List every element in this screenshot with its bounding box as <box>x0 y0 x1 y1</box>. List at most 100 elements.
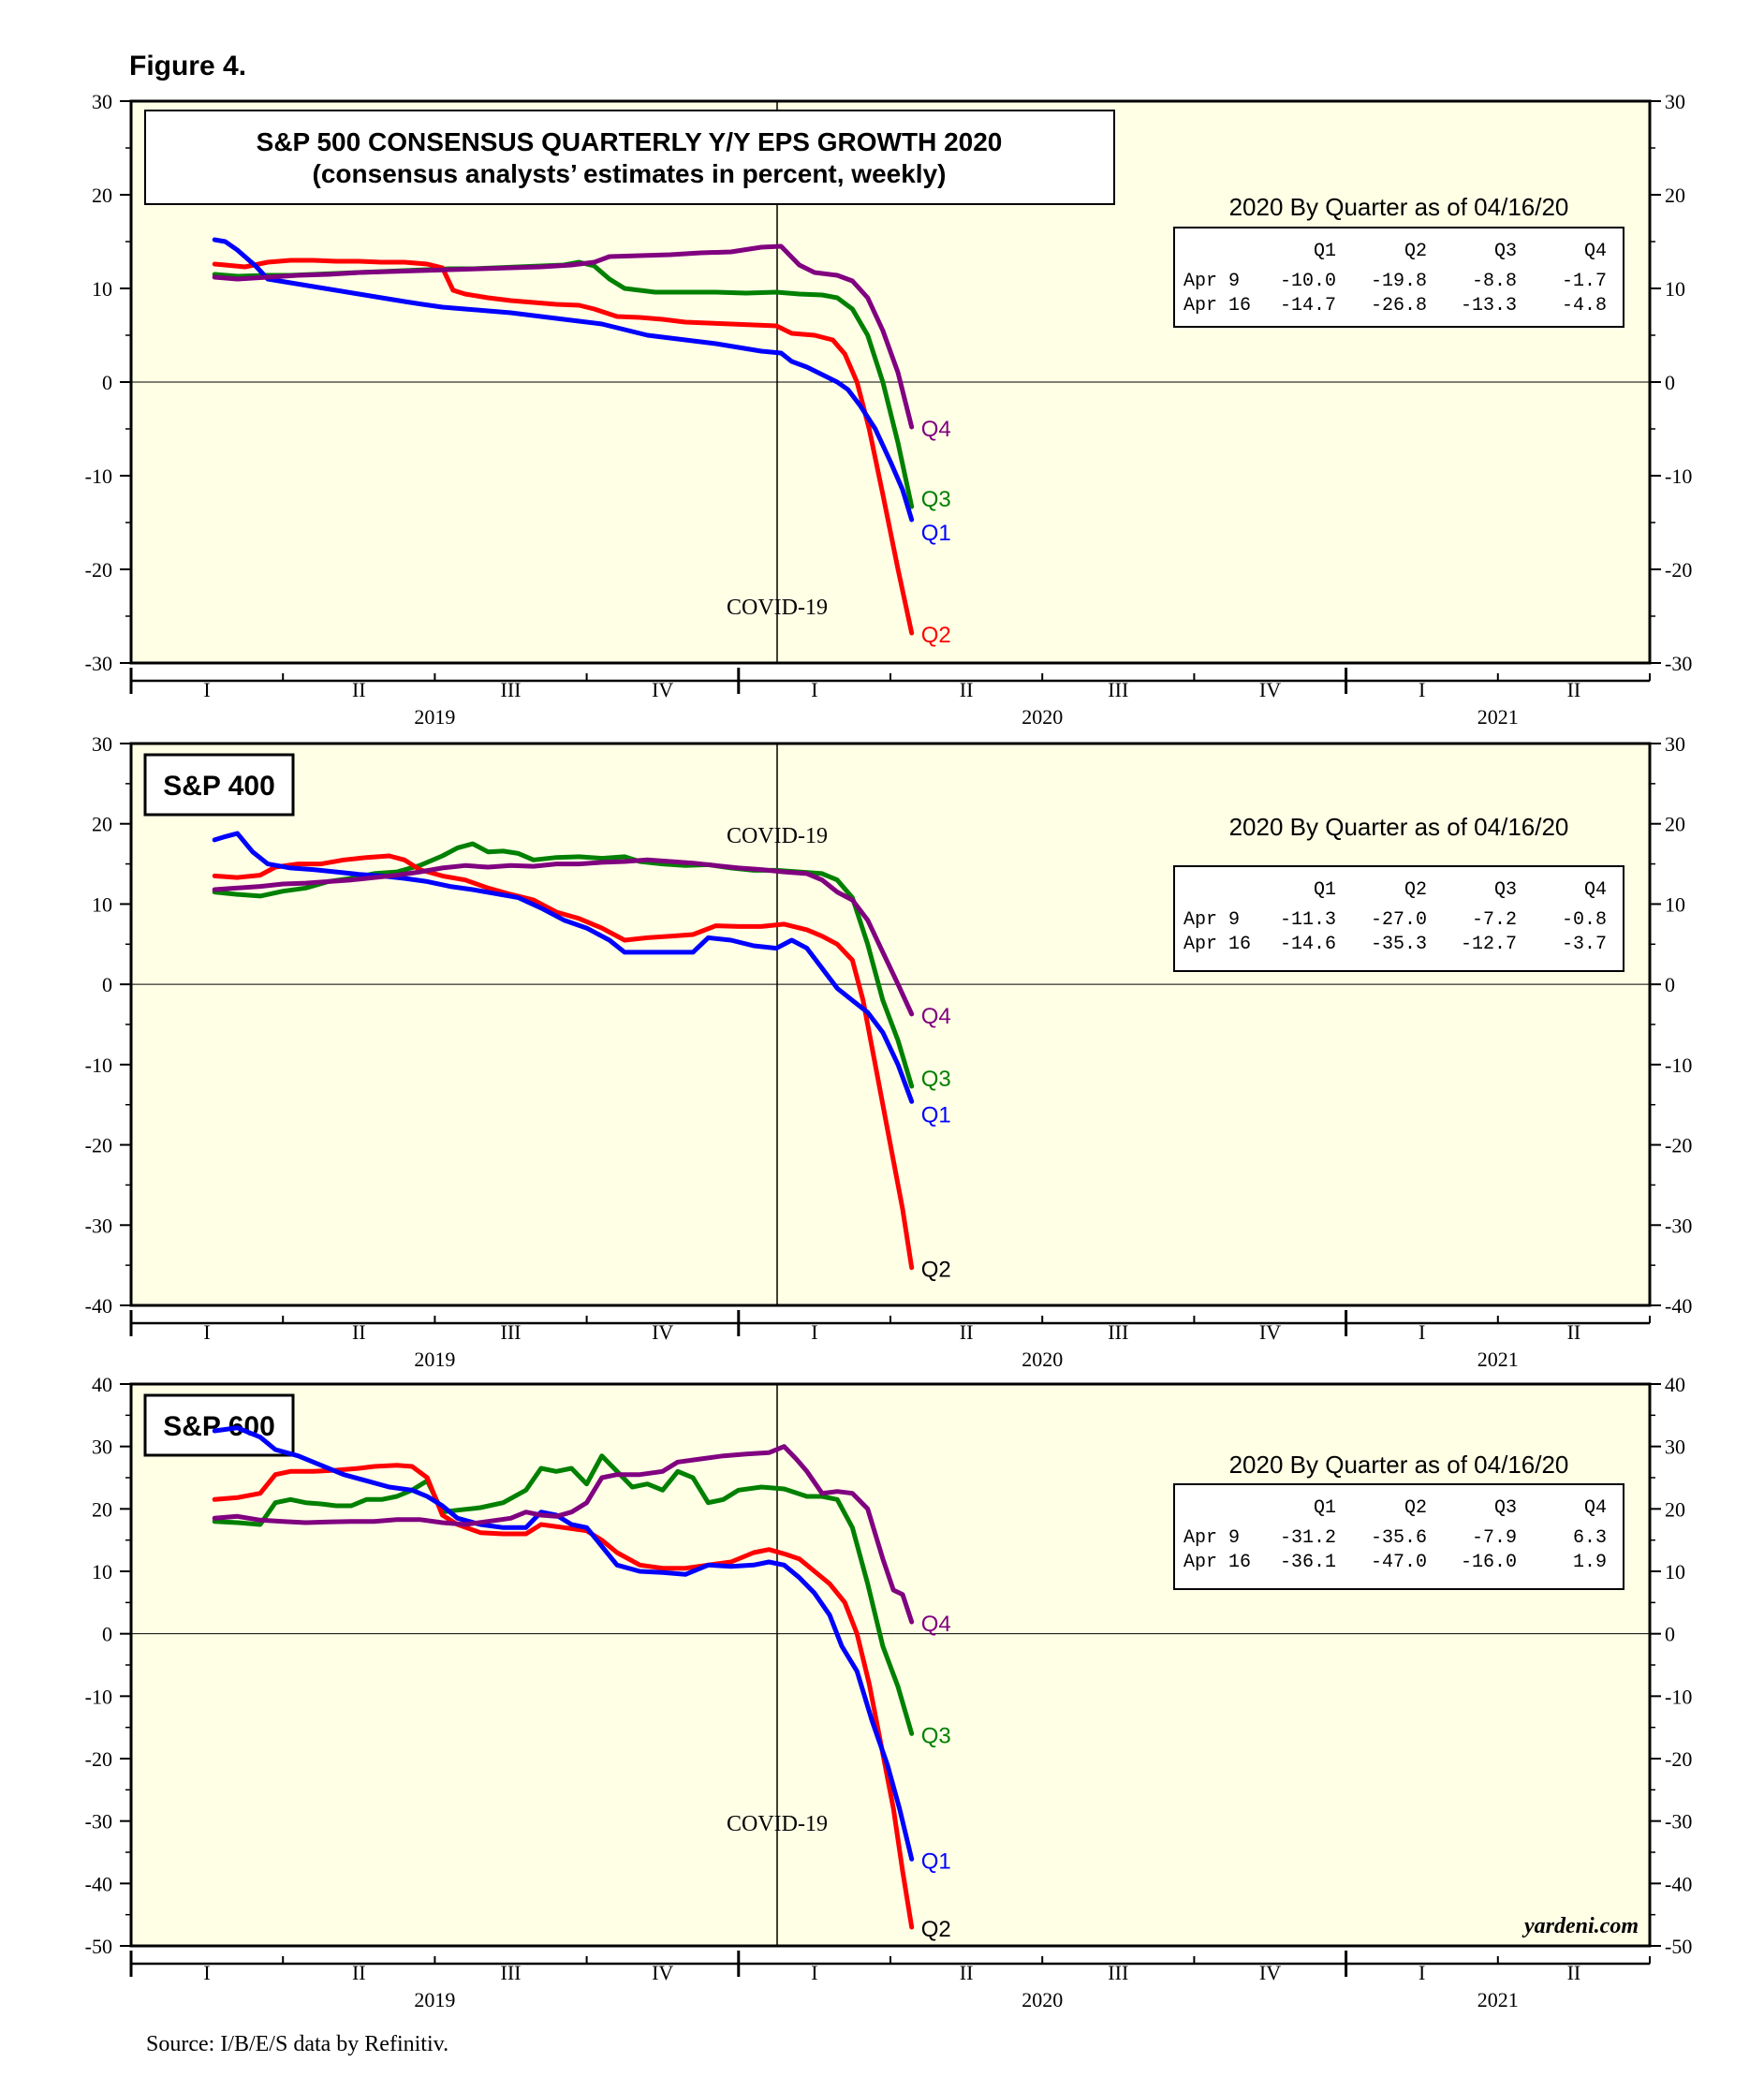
table-header-cell: Q2 <box>1404 241 1427 262</box>
y-tick-label-right: -30 <box>1665 1214 1692 1237</box>
table-cell: -1.7 <box>1562 271 1607 292</box>
table-header-cell: Q3 <box>1494 241 1517 262</box>
y-tick-label-left: 10 <box>92 892 112 916</box>
quarter-label: I <box>811 678 817 701</box>
quarter-label: III <box>1108 1961 1128 1984</box>
covid-annotation: COVID-19 <box>727 1812 828 1836</box>
y-tick-label-right: -30 <box>1665 652 1692 675</box>
y-tick-label-left: -10 <box>85 464 112 488</box>
y-tick-label-left: -10 <box>85 1685 112 1708</box>
series-end-label-q2: Q2 <box>921 623 951 648</box>
table-cell: -7.2 <box>1472 909 1517 931</box>
table-cell: -36.1 <box>1280 1552 1336 1573</box>
table-row-label: Apr 16 <box>1183 295 1251 317</box>
table-cell: -26.8 <box>1371 295 1427 317</box>
chart-subtitle: (consensus analysts’ estimates in percen… <box>313 159 947 188</box>
table-row-label: Apr 16 <box>1183 1552 1251 1573</box>
table-box <box>1173 865 1624 972</box>
y-tick-label-right: 20 <box>1665 1497 1685 1521</box>
table-cell: -3.7 <box>1562 934 1607 955</box>
quarter-label: III <box>501 1320 522 1344</box>
y-tick-label-left: -30 <box>85 652 112 675</box>
series-line-q4 <box>212 1444 915 1625</box>
series-line-q3 <box>212 1453 915 1736</box>
y-tick-label-left: -20 <box>85 1747 112 1771</box>
quarter-label: IV <box>1259 678 1281 701</box>
y-tick-label-left: 10 <box>92 277 112 301</box>
quarter-label: III <box>501 1961 522 1984</box>
table-title: 2020 By Quarter as of 04/16/20 <box>1229 813 1569 841</box>
y-tick-label-left: 30 <box>92 90 112 113</box>
series-end-label-q4: Q4 <box>921 417 951 442</box>
quarter-label: II <box>352 678 366 701</box>
series-line-q2 <box>212 258 915 636</box>
y-tick-label-left: -40 <box>85 1872 112 1895</box>
chart-title: S&P 500 CONSENSUS QUARTERLY Y/Y EPS GROW… <box>257 127 1003 156</box>
table-cell: -11.3 <box>1280 909 1336 931</box>
year-label: 2021 <box>1477 1988 1519 2011</box>
covid-annotation: COVID-19 <box>727 596 828 620</box>
quarter-label: IV <box>652 1320 673 1344</box>
table-cell: -14.7 <box>1280 295 1336 317</box>
y-tick-label-left: 20 <box>92 1497 112 1521</box>
year-label: 2019 <box>414 705 455 729</box>
series-line-q1 <box>212 1425 915 1862</box>
table-cell: -31.2 <box>1280 1527 1336 1549</box>
table-cell: -13.3 <box>1461 295 1517 317</box>
table-cell: -27.0 <box>1371 909 1427 931</box>
year-label: 2019 <box>414 1988 455 2011</box>
y-tick-label-right: -10 <box>1665 1053 1692 1077</box>
y-tick-label-right: -40 <box>1665 1294 1692 1318</box>
table-cell: -16.0 <box>1461 1552 1517 1573</box>
quarter-label: II <box>1567 1961 1581 1984</box>
series-end-label-q2: Q2 <box>921 1258 951 1283</box>
quarter-label: IV <box>652 1961 673 1984</box>
year-label: 2020 <box>1022 1988 1063 2011</box>
y-tick-label-right: -20 <box>1665 1747 1692 1771</box>
table-header-cell: Q1 <box>1314 1497 1336 1519</box>
series-line-q4 <box>212 857 915 1017</box>
table-box <box>1173 1483 1624 1590</box>
y-tick-label-right: -10 <box>1665 464 1692 488</box>
watermark: yardeni.com <box>1521 1914 1639 1938</box>
table-cell: -35.6 <box>1371 1527 1427 1549</box>
table-cell: -0.8 <box>1562 909 1607 931</box>
y-tick-label-right: 10 <box>1665 1560 1685 1584</box>
table-header-cell: Q4 <box>1584 879 1607 901</box>
series-end-label-q3: Q3 <box>921 1067 951 1092</box>
table-cell: -14.6 <box>1280 934 1336 955</box>
y-tick-label-left: 20 <box>92 813 112 836</box>
series-line-q2 <box>212 853 915 1271</box>
y-tick-label-right: 0 <box>1665 973 1675 996</box>
series-end-label-q4: Q4 <box>921 1004 951 1029</box>
series-line-q1 <box>212 237 915 523</box>
source-note: Source: I/B/E/S data by Refinitiv. <box>146 2032 449 2056</box>
year-label: 2021 <box>1477 1348 1519 1371</box>
quarter-label: II <box>960 678 974 701</box>
table-cell: -4.8 <box>1562 295 1607 317</box>
y-tick-label-left: -30 <box>85 1810 112 1834</box>
year-label: 2020 <box>1022 705 1063 729</box>
table-cell: -12.7 <box>1461 934 1517 955</box>
y-tick-label-left: 30 <box>92 732 112 756</box>
table-header-cell: Q1 <box>1314 241 1336 262</box>
y-tick-label-right: 30 <box>1665 90 1685 113</box>
y-tick-label-right: -50 <box>1665 1935 1692 1958</box>
title-box <box>143 753 295 817</box>
table-header-cell: Q1 <box>1314 879 1336 901</box>
table-row-label: Apr 9 <box>1183 271 1240 292</box>
series-end-label-q1: Q1 <box>921 521 951 546</box>
y-tick-label-left: 0 <box>102 973 112 996</box>
y-tick-label-right: -30 <box>1665 1810 1692 1834</box>
y-tick-label-left: -20 <box>85 1134 112 1157</box>
series-line-q1 <box>212 831 915 1104</box>
y-tick-label-right: 10 <box>1665 277 1685 301</box>
series-end-label-q4: Q4 <box>921 1612 951 1637</box>
quarter-label: II <box>960 1961 974 1984</box>
y-tick-label-left: 10 <box>92 1560 112 1584</box>
quarter-label: II <box>352 1961 366 1984</box>
table-cell: -47.0 <box>1371 1552 1427 1573</box>
series-line-q4 <box>212 243 915 430</box>
series-end-label-q3: Q3 <box>921 1723 951 1748</box>
quarter-label: III <box>1108 678 1128 701</box>
